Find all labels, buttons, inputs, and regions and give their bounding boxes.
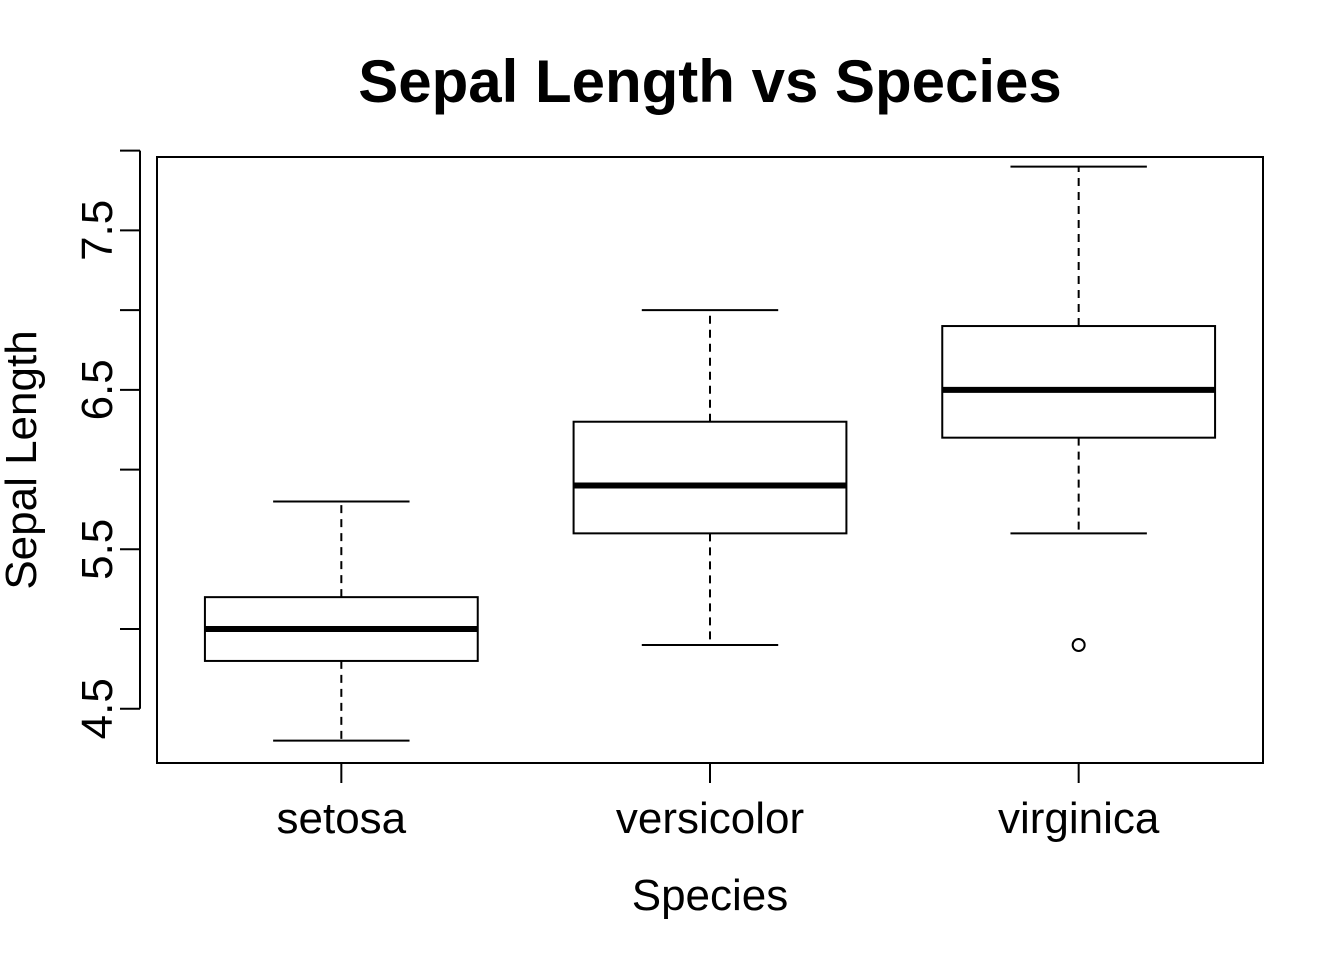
x-tick-label: virginica <box>998 794 1160 843</box>
chart-title: Sepal Length vs Species <box>358 48 1062 115</box>
y-axis: 4.5 5.5 6.5 7.5 <box>73 149 141 739</box>
y-axis-label: Sepal Length <box>0 330 46 589</box>
y-tick-label: 6.5 <box>73 359 122 420</box>
box-versicolor <box>572 309 848 646</box>
box-setosa <box>203 500 479 742</box>
box-virginica <box>941 165 1217 652</box>
outlier-point <box>1071 637 1086 652</box>
x-axis-label: Species <box>632 871 789 920</box>
y-tick-label: 5.5 <box>73 519 122 580</box>
boxes-group <box>203 165 1217 742</box>
x-tick-label: versicolor <box>616 794 804 843</box>
iqr-box <box>572 420 848 535</box>
iqr-box <box>941 325 1217 439</box>
y-tick-label: 7.5 <box>73 200 122 261</box>
x-axis: setosa versicolor virginica <box>277 763 1160 843</box>
x-tick-label: setosa <box>277 794 407 843</box>
y-tick-label: 4.5 <box>73 678 122 739</box>
